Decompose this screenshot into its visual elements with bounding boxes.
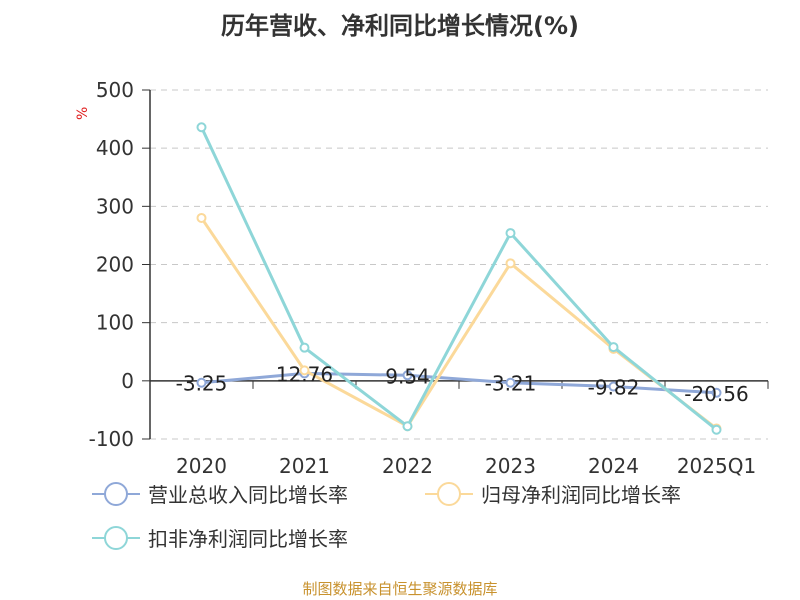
- legend-label-net-profit: 归母净利润同比增长率: [481, 483, 681, 507]
- data-point: [608, 381, 619, 392]
- data-label: -20.56: [684, 382, 748, 406]
- x-tick-label: 2020: [176, 454, 227, 478]
- data-label: -3.21: [485, 372, 537, 396]
- data-label: -3.25: [176, 372, 228, 396]
- y-tick-label: 0: [121, 369, 134, 393]
- x-tick-label: 2024: [588, 454, 639, 478]
- data-point: [505, 228, 516, 239]
- data-point: [402, 421, 413, 432]
- series-line: [200, 126, 718, 431]
- y-tick-label: 100: [96, 311, 134, 335]
- x-tick-label: 2022: [382, 454, 433, 478]
- legend-symbol-deducted-profit: [92, 525, 140, 550]
- data-point: [505, 258, 516, 269]
- legend-item-deducted-profit[interactable]: 扣非净利润同比增长率: [92, 523, 348, 552]
- legend-symbol-net-profit: [425, 481, 473, 506]
- y-tick-label: 500: [96, 78, 134, 102]
- x-tick-label: 2021: [279, 454, 330, 478]
- y-tick-label: 400: [96, 136, 134, 160]
- series-line: [201, 371, 717, 395]
- y-tick-label: 200: [96, 253, 134, 277]
- data-point: [196, 212, 207, 223]
- data-point: [711, 387, 722, 398]
- data-point: [402, 370, 413, 381]
- legend-item-revenue[interactable]: 营业总收入同比增长率: [92, 479, 348, 508]
- y-tick-label: 300: [96, 194, 134, 218]
- x-tick-label: 2023: [485, 454, 536, 478]
- data-point: [608, 342, 619, 353]
- data-label: -9.82: [588, 376, 640, 400]
- data-point: [196, 377, 207, 388]
- legend-label-deducted-profit: 扣非净利润同比增长率: [148, 527, 348, 551]
- data-label: 9.54: [385, 364, 430, 388]
- chart-title: 历年营收、净利同比增长情况(%): [221, 12, 579, 40]
- data-point: [505, 377, 516, 388]
- legend-item-net-profit[interactable]: 归母净利润同比增长率: [425, 479, 681, 508]
- data-point: [196, 122, 207, 133]
- data-point: [711, 424, 722, 435]
- data-point: [299, 365, 310, 376]
- source-note: 制图数据来自恒生聚源数据库: [302, 580, 498, 598]
- y-tick-label: -100: [89, 427, 134, 451]
- x-tick-label: 2025Q1: [677, 454, 756, 478]
- data-label: 12.76: [276, 362, 333, 386]
- data-point: [299, 342, 310, 353]
- legend-symbol-revenue: [92, 481, 140, 506]
- legend-label-revenue: 营业总收入同比增长率: [148, 483, 348, 507]
